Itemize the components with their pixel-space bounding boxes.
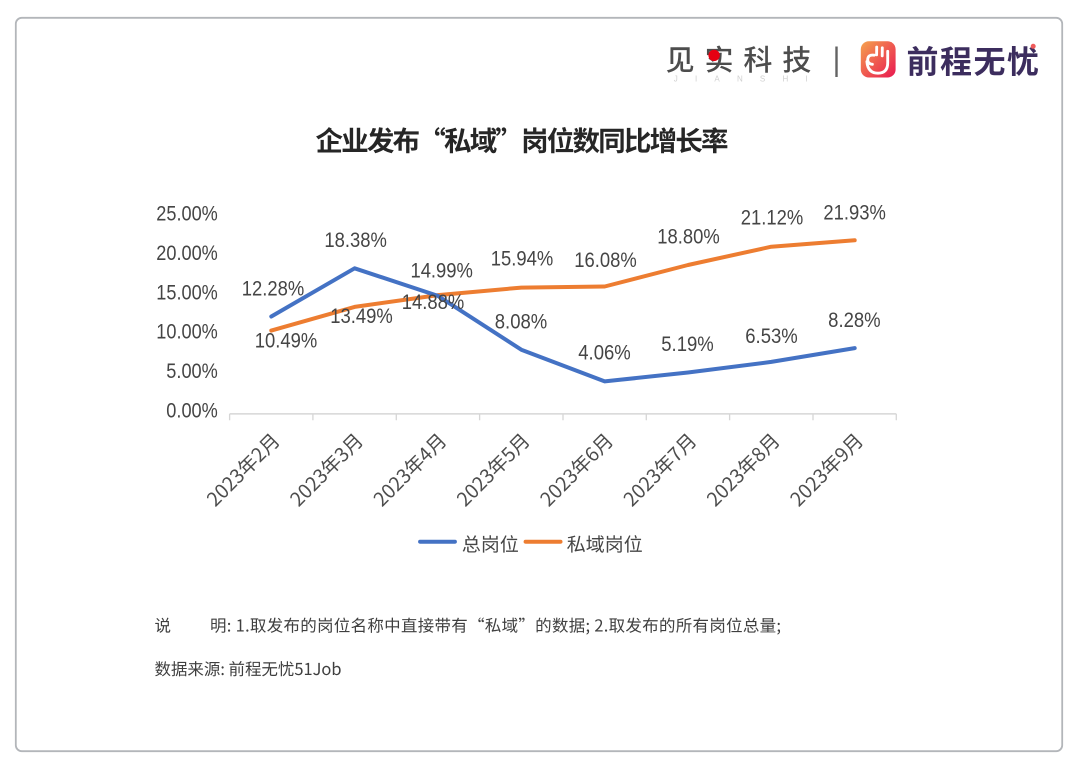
svg-text:8.28%: 8.28% [828, 308, 881, 332]
svg-text:18.80%: 18.80% [657, 225, 720, 249]
svg-text:10.00%: 10.00% [156, 320, 218, 344]
svg-text:8.08%: 8.08% [495, 309, 548, 333]
svg-text:20.00%: 20.00% [156, 241, 218, 265]
svg-text:5.19%: 5.19% [661, 332, 714, 356]
svg-text:6.53%: 6.53% [745, 324, 798, 348]
svg-text:18.38%: 18.38% [324, 228, 387, 252]
svg-text:JIANSHI: JIANSHI [674, 75, 825, 84]
svg-text:14.99%: 14.99% [410, 259, 473, 283]
svg-text:15.94%: 15.94% [491, 247, 554, 271]
svg-text:25.00%: 25.00% [156, 202, 218, 226]
svg-text:12.28%: 12.28% [242, 276, 305, 300]
svg-text:15.00%: 15.00% [156, 280, 218, 304]
svg-text:5.00%: 5.00% [166, 359, 218, 383]
svg-text:14.88%: 14.88% [402, 290, 465, 314]
svg-text:10.49%: 10.49% [255, 328, 318, 352]
svg-text:4.06%: 4.06% [578, 340, 631, 364]
svg-text:13.49%: 13.49% [330, 304, 393, 328]
svg-text:16.08%: 16.08% [574, 248, 637, 272]
svg-text:21.12%: 21.12% [741, 205, 804, 229]
svg-text:21.93%: 21.93% [823, 200, 886, 224]
svg-text:0.00%: 0.00% [166, 398, 218, 422]
